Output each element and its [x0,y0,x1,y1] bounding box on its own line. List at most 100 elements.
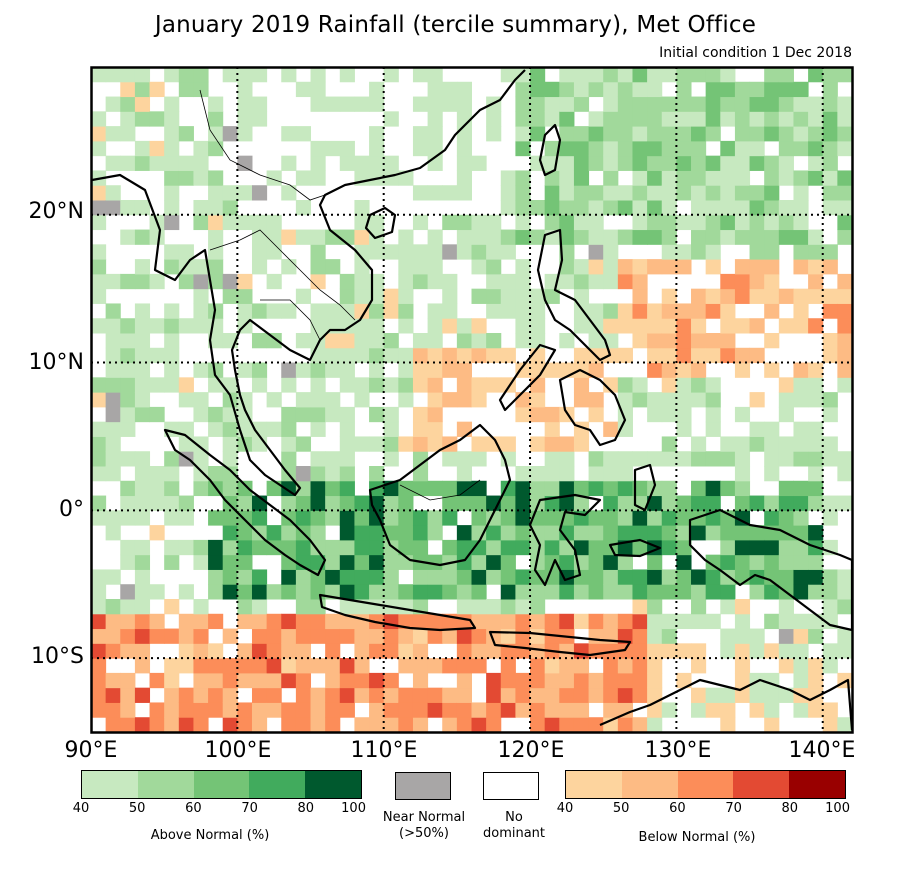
grid-cell [471,539,487,556]
grid-cell [588,392,604,408]
grid-cell [354,525,370,541]
grid-cell [310,362,326,378]
grid-cell [661,539,677,556]
grid-cell [369,466,385,482]
grid-cell [544,185,560,201]
grid-cell [691,702,707,718]
grid-cell [500,185,516,201]
grid-cell [178,377,194,393]
grid-cell [632,495,648,511]
grid-cell [500,347,516,364]
grid-cell [530,480,546,497]
grid-cell [720,702,736,718]
grid-cell [808,392,824,408]
grid-cell [734,259,751,275]
grid-cell [603,244,619,260]
lat-label-20n: 20°N [28,199,84,224]
grid-cell [369,333,385,349]
grid-cell [764,126,780,142]
grid-cell [354,303,370,319]
grid-cell [251,628,268,644]
grid-cell [500,702,516,718]
grid-cell [793,672,809,689]
grid-cell [149,377,165,393]
grid-cell [266,613,282,630]
grid-cell [354,628,370,644]
grid-cell [778,111,794,127]
grid-cell [398,362,414,378]
grid-cell [603,702,619,718]
grid-cell [778,613,794,630]
grid-cell [588,451,604,467]
grid-cell [617,67,633,83]
grid-cell [691,140,707,157]
grid-cell [573,96,590,112]
grid-cell [822,244,838,260]
grid-cell [134,569,151,585]
grid-cell [734,229,751,245]
grid-cell [530,717,546,733]
grid-cell [617,347,633,364]
grid-cell [208,421,224,437]
grid-cell [515,613,531,630]
grid-cell [705,185,721,201]
grid-cell [705,702,721,718]
grid-cell [105,613,121,630]
grid-cell [617,480,633,497]
grid-cell [734,599,751,615]
grid-cell [691,200,707,216]
grid-cell [515,303,531,319]
grid-cell [647,67,663,83]
grid-cell [91,244,107,260]
grid-cell [559,451,575,467]
grid-cell [515,362,531,378]
grid-cell [573,200,590,216]
grid-cell [793,584,809,600]
grid-cell [486,436,502,452]
grid-cell [588,362,604,378]
grid-cell [632,599,648,615]
grid-cell [588,554,604,570]
grid-cell [500,539,516,556]
grid-cell [369,362,385,378]
grid-cell [178,687,194,703]
grid-cell [339,628,355,644]
grid-cell [310,259,326,275]
lat-label-equator: 0° [59,497,84,522]
grid-cell [632,717,648,733]
grid-cell [369,244,385,260]
grid-cell [544,362,560,378]
grid-cell [793,554,809,570]
grid-cell [808,480,824,497]
grid-cell [222,702,238,718]
grid-cell [295,392,312,408]
grid-cell [486,126,502,142]
grid-cell [764,214,780,231]
grid-cell [559,81,575,98]
grid-cell [325,539,341,556]
grid-cell [749,539,765,556]
grid-cell [734,495,751,511]
grid-cell [251,67,268,83]
grid-cell [647,613,663,630]
grid-cell [764,569,780,585]
grid-cell [471,229,487,245]
grid-cell [105,510,121,526]
grid-cell [178,717,194,733]
grid-cell [237,303,253,319]
grid-cell [676,244,692,260]
grid-cell [456,170,472,186]
grid-cell [412,185,429,201]
grid-cell [515,81,531,98]
grid-cell [632,510,648,526]
grid-cell [691,126,707,142]
grid-cell [193,539,209,556]
grid-cell [383,347,399,364]
grid-cell [559,229,575,245]
grid-cell [617,96,633,112]
grid-cell [793,613,809,630]
grid-cell [778,658,794,674]
grid-cell [281,126,297,142]
grid-cell [778,229,794,245]
grid-cell [515,406,531,423]
